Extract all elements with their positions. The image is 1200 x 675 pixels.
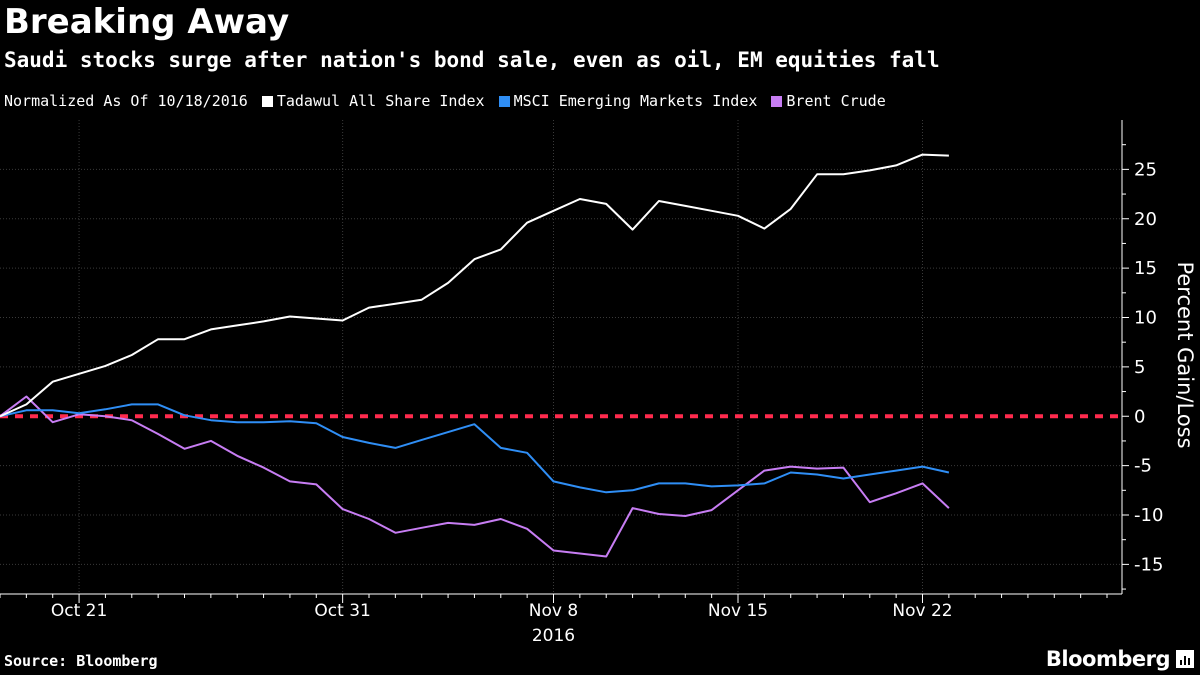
legend: Normalized As Of 10/18/2016 Tadawul All …	[4, 90, 900, 112]
x-tick-label: Oct 21	[51, 601, 107, 621]
axes	[0, 120, 1129, 603]
y-tick-label: 5	[1134, 357, 1145, 378]
legend-swatch-brent	[771, 95, 783, 107]
series-line-brent-crude	[0, 395, 950, 558]
legend-item-tadawul[interactable]: Tadawul All Share Index	[261, 92, 485, 110]
legend-item-msci-em[interactable]: MSCI Emerging Markets Index	[498, 92, 758, 110]
legend-item-brent[interactable]: Brent Crude	[771, 92, 886, 110]
legend-label-brent: Brent Crude	[786, 92, 886, 110]
x-tick-label: Nov 8	[529, 601, 578, 621]
legend-label-msci-em: MSCI Emerging Markets Index	[513, 92, 758, 110]
x-tick-label: Nov 15	[708, 601, 768, 621]
chart-subtitle: Saudi stocks surge after nation's bond s…	[4, 48, 940, 72]
y-tick-label: -5	[1134, 456, 1152, 477]
y-tick-label: 10	[1134, 308, 1157, 329]
x-tick-label: Nov 22	[892, 601, 952, 621]
bloomberg-terminal-icon	[1176, 650, 1194, 668]
series-line-tadawul-all-share-index	[0, 153, 949, 418]
gridlines	[0, 120, 1122, 594]
legend-swatch-msci-em	[498, 95, 510, 107]
bloomberg-logo: Bloomberg	[1046, 646, 1194, 672]
x-axis-year-label: 2016	[532, 626, 575, 646]
y-tick-label: -15	[1134, 554, 1163, 575]
y-tick-label: 20	[1134, 209, 1157, 230]
x-tick-label: Oct 31	[314, 601, 370, 621]
series-line-msci-emerging-markets-index	[0, 403, 950, 494]
series-lines	[0, 153, 950, 558]
legend-swatch-tadawul	[261, 95, 273, 107]
legend-normalized-note: Normalized As Of 10/18/2016	[4, 92, 248, 110]
brand-name: Bloomberg	[1045, 647, 1171, 671]
x-tick-labels: Oct 21 Oct 31 Nov 8 Nov 15 Nov 22	[51, 601, 953, 621]
y-tick-label: -10	[1134, 505, 1163, 526]
y-axis-label: Percent Gain/Loss	[1173, 261, 1197, 448]
source-note: Source: Bloomberg	[4, 652, 158, 670]
y-tick-labels: -15 -10 -5 0 5 10 15 20 25	[1134, 159, 1163, 575]
legend-label-tadawul: Tadawul All Share Index	[276, 92, 485, 110]
y-tick-label: 25	[1134, 159, 1157, 180]
chart-title: Breaking Away	[4, 2, 290, 42]
y-tick-label: 0	[1134, 406, 1145, 427]
y-tick-label: 15	[1134, 258, 1157, 279]
